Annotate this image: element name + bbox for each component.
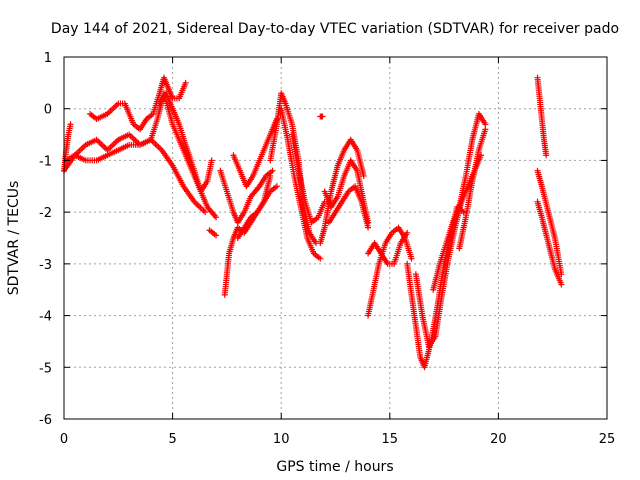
y-tick-label: -6: [39, 413, 52, 428]
data-point: [213, 232, 220, 239]
y-tick-label: -5: [39, 361, 52, 376]
plot-frame: [63, 56, 608, 420]
data-point: [269, 167, 276, 174]
data-point: [213, 214, 220, 221]
x-tick-label: 20: [490, 432, 507, 447]
series-arc-25: [534, 167, 565, 278]
y-tick-label: 0: [44, 103, 52, 118]
series-arc-24: [534, 74, 550, 159]
data-point: [558, 271, 565, 278]
data-point: [482, 126, 489, 133]
data-point: [558, 281, 565, 288]
data-point: [482, 121, 489, 128]
x-tick-label: 15: [382, 432, 399, 447]
x-tick-label: 0: [60, 432, 68, 447]
data-point: [360, 172, 367, 179]
data-point: [478, 152, 485, 159]
series-arc-6: [206, 227, 220, 239]
data-point: [404, 229, 411, 236]
series-arc-4: [87, 74, 189, 133]
series-arc-5: [156, 90, 215, 195]
data-point: [202, 209, 209, 216]
x-tick-label: 5: [168, 432, 176, 447]
x-tick-label: 25: [599, 432, 616, 447]
y-tick-label: -2: [39, 206, 52, 221]
y-tick-label: -3: [39, 258, 52, 273]
series-arc-17: [325, 183, 372, 231]
data-point: [317, 255, 324, 262]
data-point: [365, 224, 372, 231]
series-arc-19: [365, 229, 411, 267]
series-arc-18: [365, 224, 415, 319]
data-point: [208, 157, 215, 164]
y-tick-label: -1: [39, 154, 52, 169]
data-points: [61, 74, 565, 371]
series-arc-22: [430, 110, 489, 293]
chart-title: Day 144 of 2021, Sidereal Day-to-day VTE…: [51, 21, 619, 37]
series-arc-15: [317, 136, 367, 247]
x-axis-label: GPS time / hours: [276, 459, 393, 475]
series-arc-10: [234, 183, 280, 241]
series-arc-13: [289, 131, 328, 226]
y-tick-label: 1: [44, 51, 52, 66]
series-arc-23: [456, 126, 489, 252]
data-point: [408, 255, 415, 262]
data-point: [543, 152, 550, 159]
series-arc-8: [217, 167, 276, 226]
series-arc-26: [534, 198, 565, 288]
data-point: [182, 79, 189, 86]
data-point: [67, 121, 74, 128]
x-tick-label: 10: [273, 432, 290, 447]
series-arc-2: [63, 136, 209, 216]
data-point: [319, 113, 326, 120]
series-arc-9: [230, 116, 280, 190]
y-tick-label: -4: [39, 310, 52, 325]
y-axis-label: SDTVAR / TECUs: [6, 181, 22, 296]
data-point: [273, 183, 280, 190]
grid: [64, 57, 607, 419]
series-arc-12: [278, 105, 324, 262]
series-arc-14: [317, 113, 326, 120]
